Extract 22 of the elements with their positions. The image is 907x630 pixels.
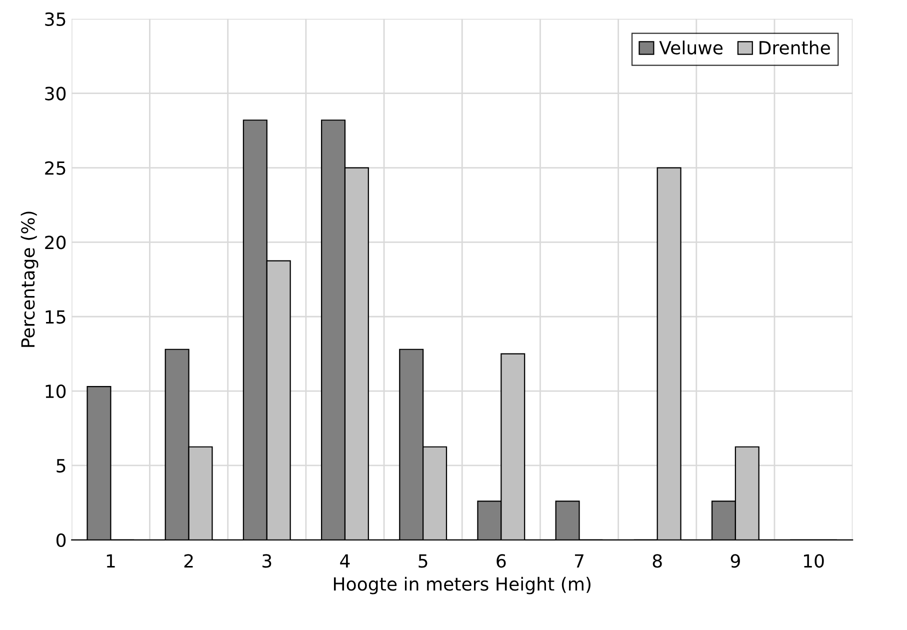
x-tick-label: 2 [184,554,193,568]
legend-label: Veluwe [659,40,723,55]
y-axis-title: Percentage (%) [20,212,38,347]
y-tick-label: 10 [46,384,66,398]
x-tick-label: 6 [496,554,506,568]
y-tick-label: 35 [45,12,66,26]
y-tick-label: 0 [56,533,66,548]
y-tick-label: 30 [45,86,66,100]
x-tick-label: 10 [804,554,824,568]
x-tick-label: 9 [730,554,740,568]
legend-label: Drenthe [760,40,830,55]
x-tick-label: 3 [262,554,272,568]
y-tick-label: 5 [56,459,66,473]
x-tick-label: 1 [106,554,115,568]
y-tick-label: 15 [46,310,66,324]
x-axis-title: Hoogte in meters Height (m) [334,576,590,594]
y-tick-label: 25 [45,161,66,175]
y-tick-label: 20 [45,236,66,250]
x-tick-label: 5 [418,554,428,568]
x-tick-label: 7 [574,554,584,568]
x-tick-label: 8 [652,554,662,568]
x-tick-label: 4 [340,554,350,568]
